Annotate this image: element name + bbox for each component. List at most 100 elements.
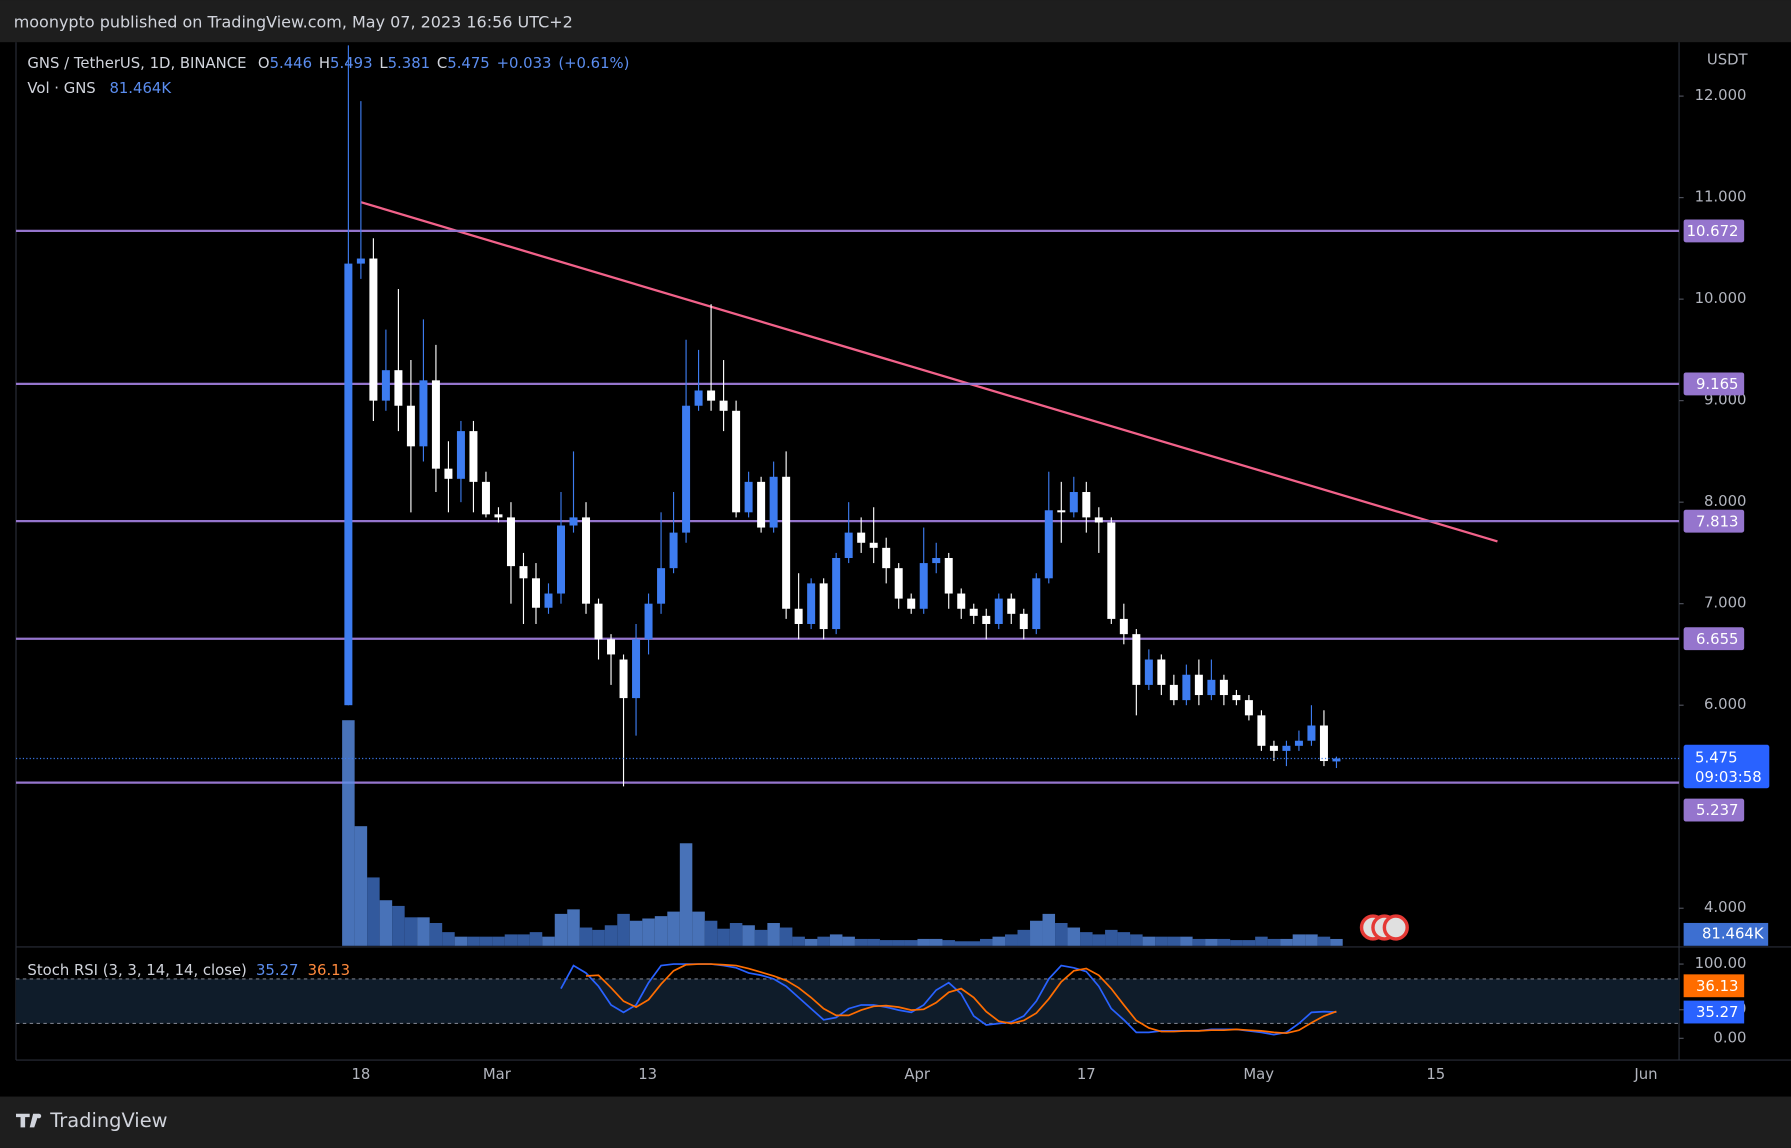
volume-bar bbox=[992, 936, 1006, 946]
candle-body bbox=[694, 390, 703, 406]
candle-body bbox=[1094, 517, 1103, 523]
volume-bar bbox=[604, 925, 618, 946]
footer-bar bbox=[0, 1096, 1791, 1148]
candle-body bbox=[519, 566, 528, 579]
volume-bar bbox=[1130, 934, 1143, 946]
volume-bar bbox=[1317, 936, 1331, 946]
volume-bar bbox=[529, 932, 543, 946]
volume-bar bbox=[492, 936, 505, 946]
candle-body bbox=[431, 380, 440, 469]
stoch-value-box bbox=[1683, 974, 1745, 998]
volume-bar bbox=[454, 936, 468, 946]
volume-name: Vol · GNS bbox=[27, 80, 95, 97]
volume-bar bbox=[579, 927, 593, 946]
candle-body bbox=[794, 608, 803, 624]
volume-bar bbox=[1105, 929, 1118, 946]
candle-body bbox=[619, 659, 628, 699]
volume-bar bbox=[704, 920, 718, 946]
candle-body bbox=[1307, 725, 1316, 741]
x-tick-label: Apr bbox=[904, 1066, 931, 1083]
volume-bar bbox=[1067, 927, 1081, 946]
candle-body bbox=[456, 431, 465, 479]
volume-bar bbox=[617, 913, 630, 946]
c-key: C bbox=[437, 55, 447, 72]
candle-body bbox=[594, 603, 603, 640]
volume-bar bbox=[554, 913, 568, 946]
candle-body bbox=[1207, 679, 1216, 696]
volume-bar bbox=[792, 936, 805, 946]
volume-bar bbox=[929, 938, 943, 946]
h-key: H bbox=[319, 55, 330, 72]
candle-body bbox=[1244, 700, 1253, 716]
candle-body bbox=[356, 258, 365, 264]
level-label: 6.655 bbox=[1696, 631, 1738, 648]
level-label: 9.165 bbox=[1696, 376, 1738, 393]
currency-label: USDT bbox=[1707, 52, 1749, 69]
volume-label-box bbox=[1683, 922, 1769, 946]
last-price-label: 5.475 bbox=[1695, 749, 1737, 766]
header-bar bbox=[0, 0, 1791, 43]
volume-bar bbox=[367, 877, 380, 946]
candle-body bbox=[819, 583, 828, 630]
candle-body bbox=[1057, 510, 1066, 513]
volume-bars bbox=[342, 720, 1343, 946]
candle-body bbox=[369, 258, 378, 401]
candle-body bbox=[857, 532, 866, 543]
candle-body bbox=[732, 410, 741, 513]
candle-body bbox=[569, 517, 578, 526]
stoch-k-value: 35.27 bbox=[256, 962, 298, 979]
volume-bar bbox=[892, 940, 905, 946]
volume-bar bbox=[1142, 936, 1156, 946]
volume-bar bbox=[1167, 936, 1181, 946]
candle-body bbox=[1007, 598, 1016, 614]
level-label-box bbox=[1683, 509, 1745, 533]
level-label-box bbox=[1683, 219, 1745, 243]
candle-body bbox=[919, 563, 928, 609]
volume-bar bbox=[592, 929, 605, 946]
candle-body bbox=[832, 557, 841, 630]
volume-bar bbox=[567, 909, 580, 946]
candle-body bbox=[1019, 613, 1028, 630]
level-label: 10.672 bbox=[1687, 223, 1739, 240]
volume-bar bbox=[1192, 938, 1206, 946]
footer-text: TradingView bbox=[49, 1109, 167, 1132]
volume-bar bbox=[904, 940, 918, 946]
volume-bar bbox=[742, 925, 755, 946]
volume-bar bbox=[717, 928, 730, 946]
candle-body bbox=[807, 583, 816, 624]
candle-body bbox=[531, 578, 540, 608]
volume-bar bbox=[504, 934, 518, 946]
candles bbox=[344, 45, 1341, 787]
candle-body bbox=[1119, 618, 1128, 635]
volume-bar bbox=[1080, 932, 1093, 946]
candle-body bbox=[1107, 522, 1116, 619]
candle-body bbox=[406, 405, 415, 447]
candle-body bbox=[344, 263, 353, 706]
volume-bar bbox=[1030, 920, 1043, 946]
stoch-tick-label: 0.00 bbox=[1713, 1029, 1746, 1046]
volume-bar bbox=[1055, 923, 1068, 946]
candle-body bbox=[869, 542, 878, 548]
candle-body bbox=[707, 390, 716, 401]
volume-bar bbox=[1155, 936, 1168, 946]
level-label-box bbox=[1683, 798, 1745, 822]
candle-body bbox=[969, 608, 978, 616]
candle-body bbox=[682, 405, 691, 533]
candle-body bbox=[1132, 634, 1141, 685]
volume-bar bbox=[1267, 938, 1281, 946]
candle-body bbox=[994, 598, 1003, 624]
candle-body bbox=[1082, 492, 1091, 518]
volume-bar bbox=[779, 927, 793, 946]
candle-body bbox=[444, 468, 453, 479]
volume-bar bbox=[1305, 934, 1318, 946]
volume-bar bbox=[342, 720, 355, 946]
volume-bar bbox=[1042, 913, 1056, 946]
candle-body bbox=[1144, 659, 1153, 685]
stoch-tick-label: 100.00 bbox=[1695, 955, 1747, 972]
volume-bar bbox=[1280, 938, 1293, 946]
volume-bar bbox=[1217, 938, 1231, 946]
volume-bar bbox=[354, 826, 368, 946]
level-label: 5.237 bbox=[1696, 802, 1738, 819]
trend-line bbox=[360, 201, 1498, 543]
